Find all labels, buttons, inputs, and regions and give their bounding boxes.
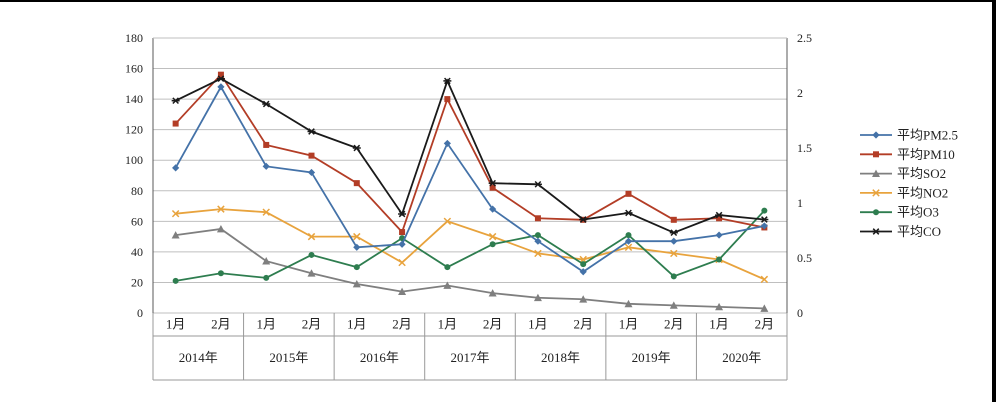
svg-text:1.5: 1.5 [797,141,812,155]
svg-text:160: 160 [125,62,143,76]
svg-text:2月: 2月 [392,317,412,332]
svg-text:2017年: 2017年 [450,350,489,365]
svg-text:180: 180 [125,31,143,45]
svg-text:0.5: 0.5 [797,251,812,265]
svg-text:2月: 2月 [483,317,503,332]
svg-text:2.5: 2.5 [797,31,812,45]
svg-text:2月: 2月 [302,317,322,332]
svg-text:80: 80 [131,184,143,198]
svg-text:2014年: 2014年 [179,350,218,365]
svg-text:60: 60 [131,214,143,228]
svg-text:20: 20 [131,275,143,289]
svg-text:1月: 1月 [709,317,729,332]
svg-text:2: 2 [797,86,803,100]
svg-text:2018年: 2018年 [541,350,580,365]
svg-text:1: 1 [797,196,803,210]
svg-text:平均CO: 平均CO [897,224,941,239]
svg-text:1月: 1月 [619,317,639,332]
svg-text:平均NO2: 平均NO2 [897,185,948,200]
svg-text:2020年: 2020年 [722,350,761,365]
svg-text:2019年: 2019年 [632,350,671,365]
svg-text:平均PM10: 平均PM10 [897,147,955,162]
svg-text:1月: 1月 [347,317,367,332]
svg-text:平均PM2.5: 平均PM2.5 [897,128,958,143]
svg-text:120: 120 [125,123,143,137]
svg-text:0: 0 [797,306,803,320]
svg-text:2015年: 2015年 [269,350,308,365]
svg-text:1月: 1月 [166,317,186,332]
svg-text:100: 100 [125,153,143,167]
svg-text:2月: 2月 [755,317,775,332]
svg-text:140: 140 [125,92,143,106]
svg-text:0: 0 [137,306,143,320]
svg-text:平均SO2: 平均SO2 [897,166,946,181]
svg-text:2月: 2月 [573,317,593,332]
svg-text:40: 40 [131,245,143,259]
svg-text:2月: 2月 [211,317,231,332]
svg-text:1月: 1月 [256,317,276,332]
svg-text:2月: 2月 [664,317,684,332]
svg-text:平均O3: 平均O3 [897,205,939,220]
svg-text:1月: 1月 [438,317,458,332]
svg-text:1月: 1月 [528,317,548,332]
svg-text:2016年: 2016年 [360,350,399,365]
